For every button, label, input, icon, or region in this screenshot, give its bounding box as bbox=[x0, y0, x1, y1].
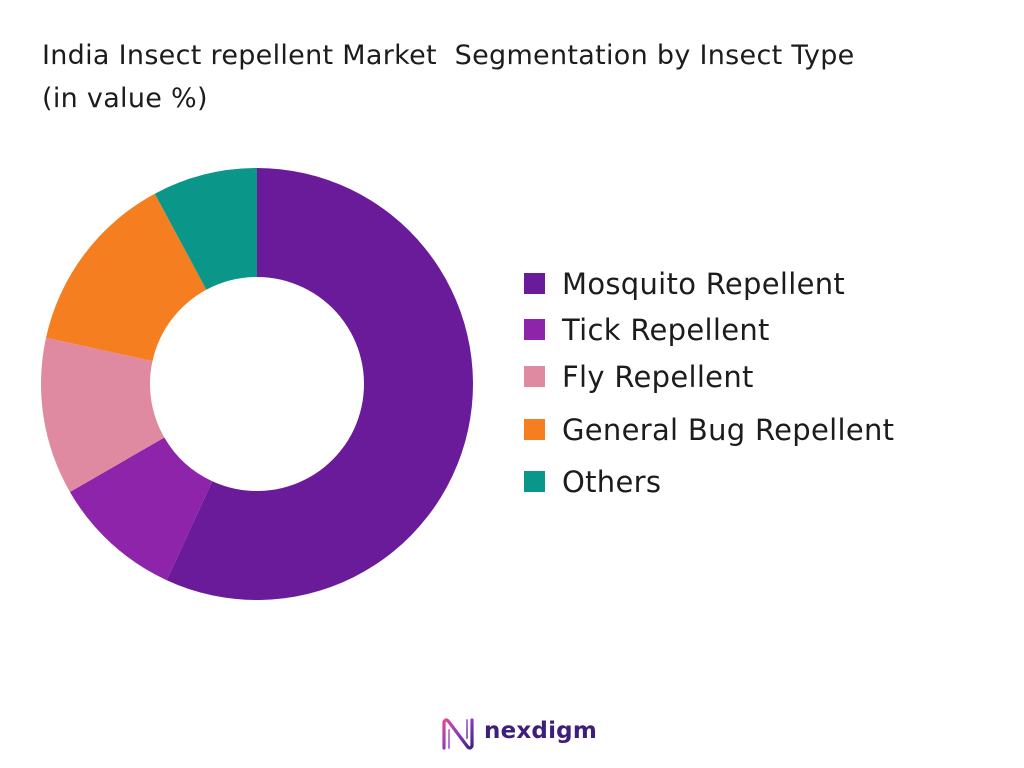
legend-swatch-general-bug-repellent bbox=[524, 419, 545, 440]
donut-slice-fly-repellent bbox=[41, 337, 165, 492]
legend-swatch-others bbox=[524, 471, 545, 492]
legend-label: General Bug Repellent bbox=[562, 413, 895, 447]
donut-slice-others bbox=[154, 168, 257, 290]
legend-label: Fly Repellent bbox=[562, 360, 754, 394]
legend-swatch-mosquito-repellent bbox=[524, 273, 545, 294]
chart-title: India Insect repellent Market Segmentati… bbox=[42, 34, 1002, 120]
legend-swatch-fly-repellent bbox=[524, 366, 545, 387]
legend-label: Others bbox=[562, 465, 662, 499]
donut-slice-tick-repellent bbox=[69, 437, 213, 581]
chart-subtitle: (in value %) bbox=[42, 83, 208, 114]
donut-slice-mosquito-repellent bbox=[166, 168, 474, 600]
chart-title-line-1: India Insect repellent Market Segmentati… bbox=[42, 40, 855, 71]
legend-label: Mosquito Repellent bbox=[562, 267, 846, 301]
legend-label: Tick Repellent bbox=[562, 313, 770, 347]
donut-slice-general-bug-repellent bbox=[46, 193, 207, 362]
brand-name: nexdigm bbox=[484, 718, 597, 744]
legend-swatch-tick-repellent bbox=[524, 319, 545, 340]
nexdigm-logo-icon bbox=[442, 718, 474, 750]
brand-logo: nexdigm bbox=[440, 712, 600, 756]
